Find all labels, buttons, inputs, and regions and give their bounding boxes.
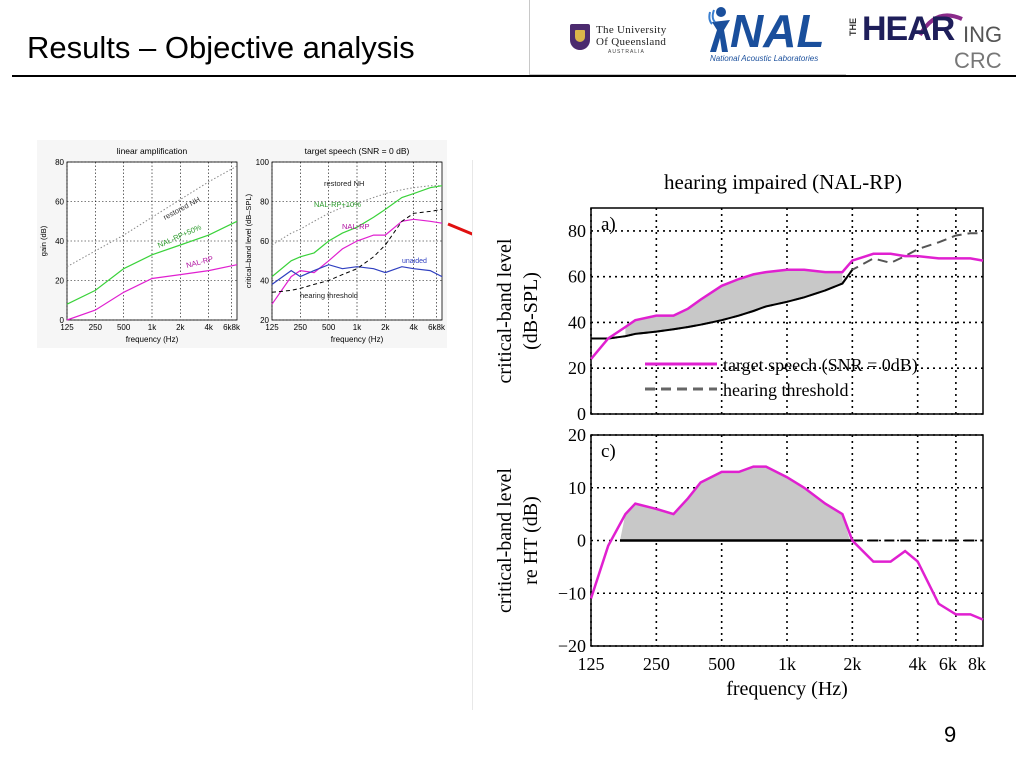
x-tick-label: 500 <box>117 323 131 332</box>
y-axis-label: critical-band level <box>494 468 516 613</box>
uq-logo-line3: AUSTRALIA <box>608 49 645 55</box>
uq-logo-line1: The University <box>596 24 667 36</box>
title-rule <box>12 75 1016 77</box>
series-line-restored-nh <box>271 185 442 246</box>
hearing-crc-logo: THE HEAR ING CRC <box>846 0 1024 74</box>
y-tick-label: −20 <box>558 636 586 656</box>
series-line-nal-rp <box>271 218 443 305</box>
y-axis-label: (dB-SPL) <box>520 272 542 350</box>
uq-crest-icon <box>570 24 590 50</box>
x-tick-label: 2k <box>381 323 390 332</box>
y-axis-label: re HT (dB) <box>520 496 542 585</box>
x-axis-label: frequency (Hz) <box>331 335 384 344</box>
series-line-nal-rp-50- <box>66 220 238 305</box>
x-tick-label: 500 <box>322 323 336 332</box>
x-tick-label: 250 <box>89 323 103 332</box>
chart-title: target speech (SNR = 0 dB) <box>305 146 410 156</box>
series-line-unaided <box>271 264 443 285</box>
y-tick-label: 20 <box>55 277 64 286</box>
left-figure-panel: 125 250 500 1k 2k 4k 6k8k 0 20 40 60 80 linear ampli… <box>37 140 447 348</box>
series-label: hearing threshold <box>300 291 358 300</box>
x-tick-label: 6k8k <box>428 323 446 332</box>
y-tick-label: 20 <box>260 316 269 325</box>
hearing-swoosh-icon <box>918 13 963 37</box>
right-figure-panel: hearing impaired (NAL-RP) 0 20 40 60 80 a) crit… <box>472 160 1003 710</box>
x-tick-label: 4k <box>409 323 418 332</box>
y-tick-label: 80 <box>55 158 64 167</box>
x-axis-label: frequency (Hz) <box>126 335 179 344</box>
series-line-restored-nh <box>66 165 238 268</box>
x-tick-label: 250 <box>643 654 670 674</box>
chart-title: hearing impaired (NAL-RP) <box>664 170 902 194</box>
y-tick-label: 20 <box>568 425 586 445</box>
x-tick-label: 1k <box>148 323 157 332</box>
hearing-crc-ing: ING <box>963 22 1003 47</box>
y-axis-label: gain (dB) <box>39 225 48 256</box>
series-line-nal-rp <box>66 264 238 321</box>
y-tick-label: 40 <box>568 312 586 332</box>
y-tick-label: 60 <box>260 237 269 246</box>
y-tick-label: 0 <box>577 531 586 551</box>
nal-logo-subtitle: National Acoustic Laboratories <box>710 54 819 63</box>
y-tick-label: −10 <box>558 583 586 603</box>
legend-label-hearing-threshold: hearing threshold <box>723 380 848 400</box>
y-tick-label: 40 <box>260 277 269 286</box>
y-tick-label: 20 <box>568 358 586 378</box>
x-tick-label: 1k <box>353 323 362 332</box>
y-tick-label: 80 <box>260 198 269 207</box>
y-tick-label: 60 <box>568 267 586 287</box>
slide-title: Results – Objective analysis <box>27 30 415 65</box>
audible-area-shade <box>625 269 843 337</box>
nal-logo: NAL National Acoustic Laboratories <box>694 0 846 75</box>
hearing-crc-crc: CRC <box>954 48 1002 73</box>
series-label: restored NH <box>324 179 364 188</box>
y-tick-label: 0 <box>577 404 586 424</box>
x-axis-label: frequency (Hz) <box>726 678 848 700</box>
y-tick-label: 40 <box>55 237 64 246</box>
y-axis-label: critical-band level <box>494 238 516 383</box>
hearing-crc-main: HEAR <box>862 10 955 48</box>
x-tick-label: 6k <box>939 654 957 674</box>
x-tick-label: 125 <box>265 323 279 332</box>
x-tick-label: 125 <box>60 323 74 332</box>
uq-logo: The University Of Queensland AUSTRALIA <box>529 0 695 75</box>
x-tick-label: 2k <box>176 323 185 332</box>
uq-logo-line2: Of Queensland <box>596 36 667 48</box>
y-tick-label: 60 <box>55 198 64 207</box>
series-line-hearing-threshold-audible <box>591 269 854 340</box>
x-tick-label: 4k <box>909 654 927 674</box>
series-line-level-re-ht <box>589 465 984 621</box>
series-line-nal-rp-10- <box>271 185 443 278</box>
x-tick-label: 1k <box>778 654 796 674</box>
x-tick-label: 500 <box>708 654 735 674</box>
series-line-target-speech <box>590 252 984 360</box>
x-tick-label: 4k <box>204 323 213 332</box>
x-tick-label: 6k8k <box>223 323 241 332</box>
y-tick-label: 80 <box>568 221 586 241</box>
y-tick-label: 100 <box>256 158 270 167</box>
y-tick-label: 10 <box>568 478 586 498</box>
x-tick-label: 125 <box>578 654 605 674</box>
x-tick-label: 2k <box>843 654 861 674</box>
series-label: NAL-RP <box>342 222 370 231</box>
nal-logo-word: NAL <box>730 5 825 57</box>
chart-linear-amplification: 125 250 500 1k 2k 4k 6k8k 0 20 40 60 80 linear ampli… <box>39 146 241 344</box>
series-line-hearing-threshold <box>271 208 443 293</box>
chart-target-speech: 125 250 500 1k 2k 4k 6k8k 20 40 60 80 100 target spe… <box>244 146 446 344</box>
legend-label-target-speech: target speech (SNR = 0dB) <box>723 355 918 376</box>
series-label: NAL-RP+10% <box>314 200 361 209</box>
x-tick-label: 250 <box>294 323 308 332</box>
page-number: 9 <box>944 722 957 747</box>
panel-label: c) <box>601 441 616 462</box>
hearing-crc-the: THE <box>848 18 858 36</box>
audible-area-shade <box>620 466 850 541</box>
panel-label: a) <box>601 214 616 235</box>
y-tick-label: 0 <box>60 316 65 325</box>
nal-figure-icon <box>708 7 730 52</box>
chart-title: linear amplification <box>117 146 188 156</box>
series-label: unaided <box>402 258 427 265</box>
y-axis-label: critical–band level (dB–SPL) <box>244 193 253 288</box>
x-tick-label: 8k <box>968 654 986 674</box>
